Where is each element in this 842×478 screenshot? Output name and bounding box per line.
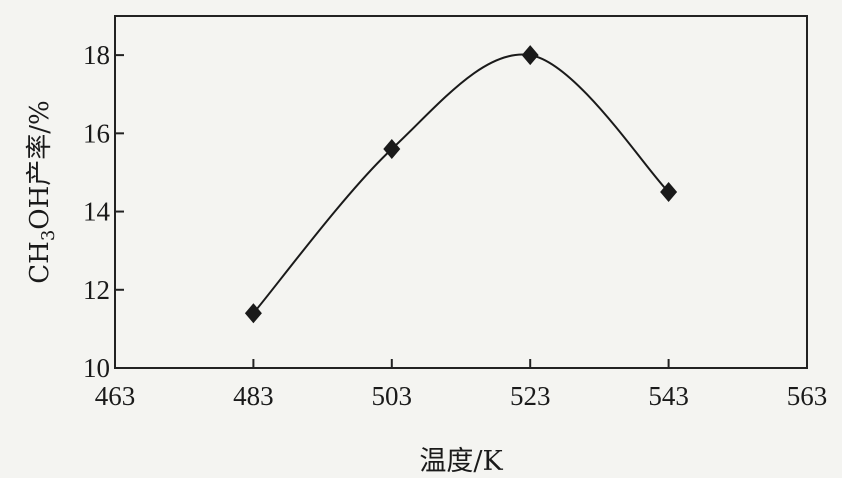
x-axis-ticks: 463 483 503 523 543 563 [95, 359, 828, 411]
y-tick-label: 10 [83, 353, 110, 383]
y-axis-title-prefix: CH [25, 241, 55, 284]
series-line [252, 53, 670, 314]
y-tick-label: 12 [83, 275, 110, 305]
x-tick-label: 503 [372, 381, 413, 411]
series-markers [244, 45, 678, 324]
y-axis-ticks: 10 12 14 16 18 [83, 40, 124, 383]
y-tick-label: 14 [83, 197, 111, 227]
y-axis-title-subscript: 3 [38, 230, 59, 241]
x-tick-label: 523 [510, 381, 551, 411]
x-tick-label: 563 [787, 381, 828, 411]
x-axis-title: 温度/K [419, 446, 503, 477]
plot-frame [114, 15, 808, 369]
y-tick-label: 18 [83, 40, 110, 70]
data-point-marker [521, 45, 539, 66]
y-axis-title: CH3OH产率/% [25, 100, 59, 284]
y-axis-title-suffix: OH产率/% [25, 100, 55, 229]
x-tick-label: 483 [233, 381, 274, 411]
x-tick-label: 463 [95, 381, 136, 411]
y-tick-label: 16 [83, 118, 110, 148]
data-point-marker [660, 182, 678, 202]
data-point-marker [383, 139, 401, 159]
x-tick-label: 543 [648, 381, 689, 411]
data-point-marker [244, 303, 262, 324]
